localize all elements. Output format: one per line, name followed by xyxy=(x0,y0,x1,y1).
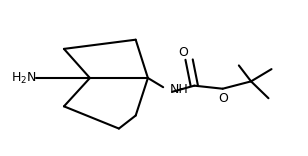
Text: O: O xyxy=(218,92,228,105)
Text: O: O xyxy=(179,46,188,59)
Text: H$_2$N: H$_2$N xyxy=(10,71,36,86)
Text: NH: NH xyxy=(170,83,188,96)
